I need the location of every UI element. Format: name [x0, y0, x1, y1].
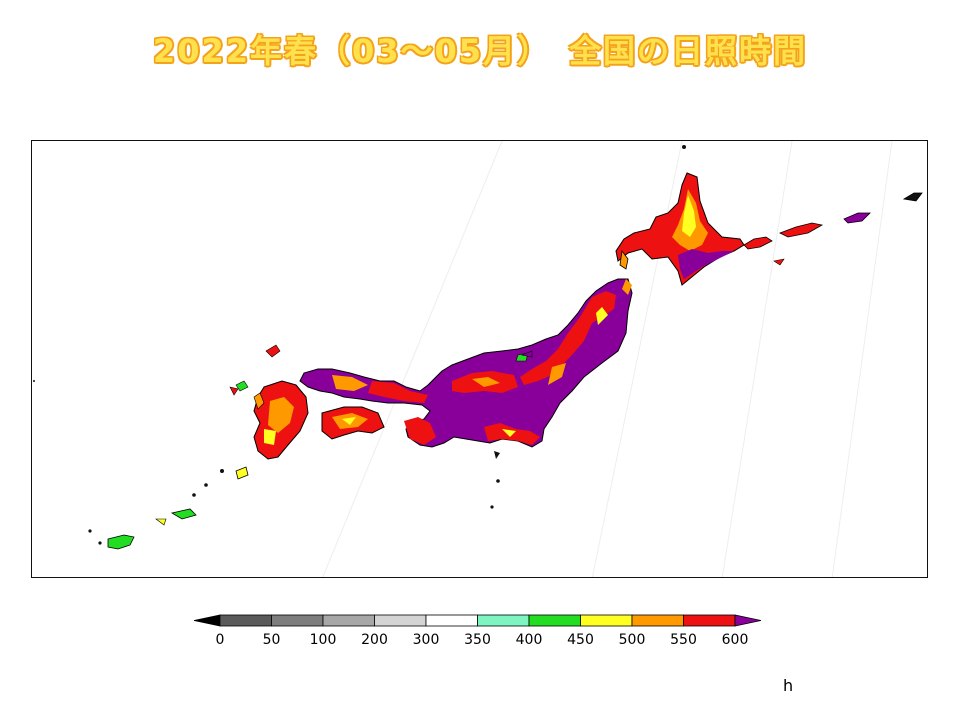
colorbar-box [425, 614, 478, 627]
map-frame [31, 140, 928, 578]
kyushu [229, 344, 309, 460]
colorbar-tick-label: 350 [464, 632, 491, 648]
shikoku [321, 406, 385, 440]
colorbar-box [528, 614, 581, 627]
colorbar-tick-label: 400 [516, 632, 543, 648]
colorbar-box [683, 614, 736, 627]
colorbar-tick-label: 300 [413, 632, 440, 648]
colorbar-tick-label: 0 [216, 632, 225, 648]
colorbar-tick-label: 100 [310, 632, 337, 648]
colorbar-box [631, 614, 684, 627]
page-title: 2022年春（03～05月） 全国の日照時間 [152, 32, 808, 70]
ryukyu-islands [33, 380, 249, 550]
colorbar-legend: 0 50 100 200 300 350 400 450 500 550 600 [190, 606, 770, 666]
colorbar-box [477, 614, 530, 627]
colorbar-box [322, 614, 375, 627]
colorbar-box [374, 614, 427, 627]
japan-map [33, 141, 923, 577]
hokkaido [615, 145, 923, 286]
colorbar-box [219, 614, 272, 627]
colorbar-box [580, 614, 633, 627]
colorbar-tick-label: 450 [567, 632, 594, 648]
colorbar-arrow-high [734, 614, 762, 627]
colorbar-tick-label: 600 [722, 632, 749, 648]
colorbar-box [271, 614, 324, 627]
unit-label: h [783, 676, 794, 695]
colorbar-arrow-low [193, 614, 221, 627]
colorbar-tick-label: 550 [670, 632, 697, 648]
colorbar-tick-label: 500 [619, 632, 646, 648]
colorbar-tick-label: 200 [361, 632, 388, 648]
colorbar-svg: 0 50 100 200 300 350 400 450 500 550 600 [193, 614, 762, 648]
honshu [299, 278, 633, 509]
colorbar-tick-label: 50 [263, 632, 281, 648]
